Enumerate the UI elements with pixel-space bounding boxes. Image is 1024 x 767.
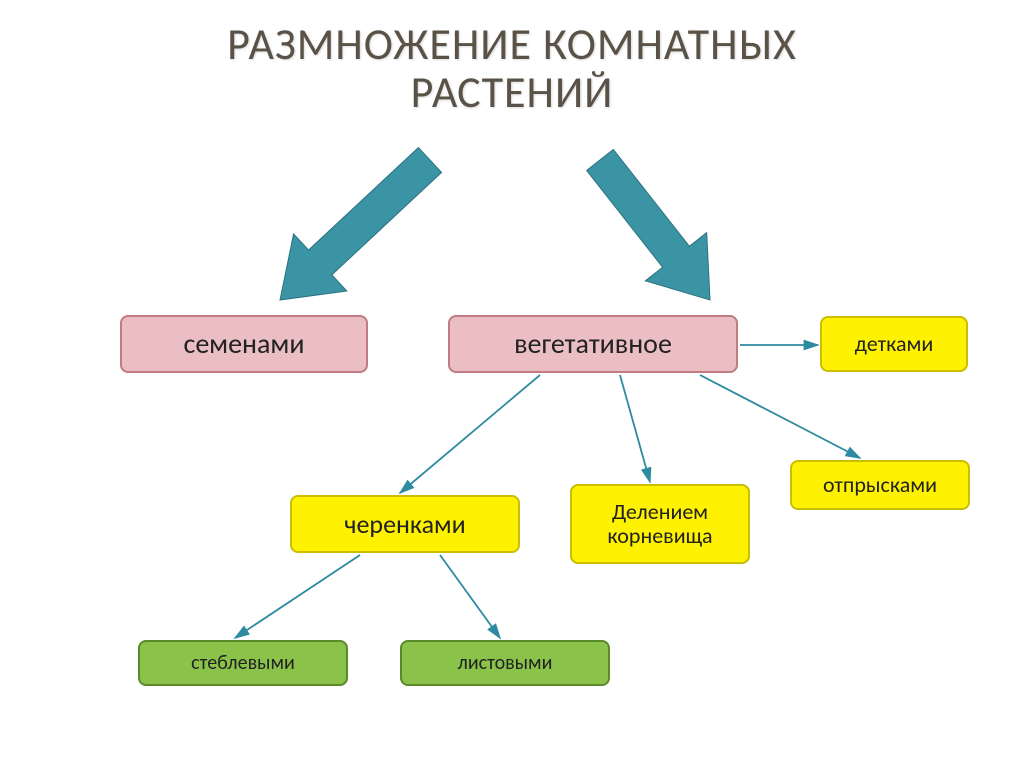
- node-leaf: листовыми: [400, 640, 610, 686]
- node-offspring: отпрысками: [790, 460, 970, 510]
- title-line1: РАЗМНОЖЕНИЕ КОМНАТНЫХ: [227, 17, 797, 71]
- node-cuttings-label: черенками: [344, 510, 465, 539]
- title-line2: РАСТЕНИЙ: [411, 65, 614, 119]
- node-vegetative-label: вегетативное: [514, 329, 672, 360]
- node-cuttings: черенками: [290, 495, 520, 553]
- node-vegetative: вегетативное: [448, 315, 738, 373]
- node-children: детками: [820, 316, 968, 372]
- node-leaf-label: листовыми: [458, 652, 553, 674]
- node-stem: стеблевыми: [138, 640, 348, 686]
- node-offspring-label: отпрысками: [823, 473, 937, 497]
- big-arrows: [253, 131, 740, 328]
- page-title: РАЗМНОЖЕНИЕ КОМНАТНЫХ РАСТЕНИЙ: [0, 20, 1024, 117]
- thin-arrows: [235, 345, 860, 638]
- node-stem-label: стеблевыми: [191, 652, 295, 674]
- node-rhizome: Делением корневища: [570, 484, 750, 564]
- node-seeds-label: семенами: [184, 329, 305, 360]
- node-seeds: семенами: [120, 315, 368, 373]
- node-children-label: детками: [855, 332, 934, 356]
- node-rhizome-label: Делением корневища: [582, 500, 738, 548]
